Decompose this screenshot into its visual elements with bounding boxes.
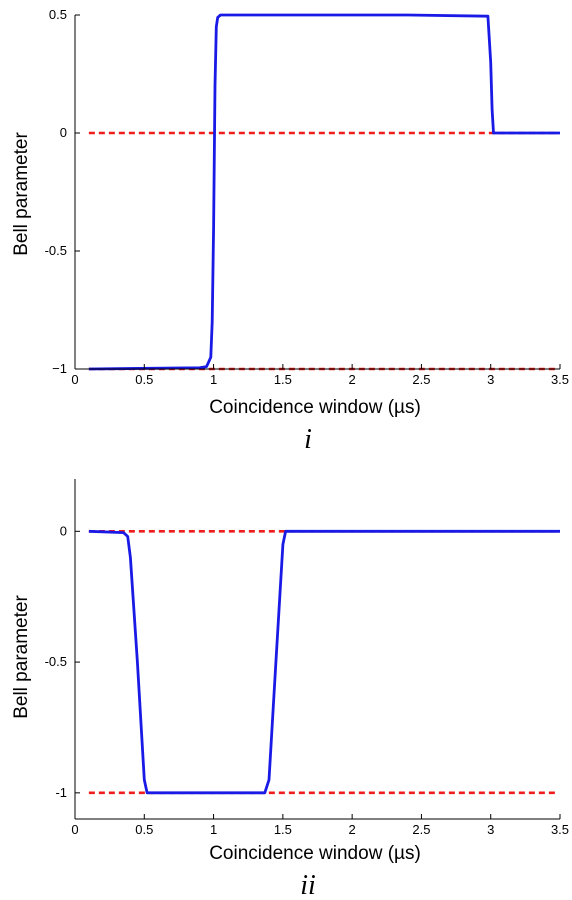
x-tick-label: 3.5	[551, 372, 569, 387]
y-tick-label: -1	[55, 785, 67, 800]
x-tick-label: 3.5	[551, 822, 569, 837]
x-tick-label: 0	[71, 822, 78, 837]
y-tick-label: 0.5	[49, 7, 67, 22]
x-axis-title: Coincidence window (µs)	[209, 843, 421, 864]
x-tick-label: 0.5	[135, 822, 153, 837]
x-tick-label: 1	[210, 822, 217, 837]
panel-label: i	[304, 424, 312, 455]
x-tick-label: 1.5	[274, 372, 292, 387]
x-tick-label: 3	[487, 822, 494, 837]
x-tick-label: 0	[71, 372, 78, 387]
x-tick-label: 2.5	[412, 372, 430, 387]
chart-panel-ii: 0 0.5 1 1.5 2 2.5 3 3.5 -1 -0.5 0 Bell parameter C…	[11, 479, 569, 900]
x-tick-label: 2	[349, 372, 356, 387]
x-tick-label: 2.5	[412, 822, 430, 837]
chart-panel-i: 0 0.5 1 1.5 2 2.5 3 3.5 −1 -0.5 0 0.5 Bell paramete…	[11, 7, 569, 455]
y-tick-label: −1	[52, 361, 67, 376]
series-line	[88, 13, 560, 371]
x-tick-label: 1.5	[274, 822, 292, 837]
y-tick-label: -0.5	[45, 243, 67, 258]
series-line	[88, 529, 560, 795]
x-tick-label: 2	[349, 822, 356, 837]
y-axis-title: Bell parameter	[11, 132, 32, 256]
y-tick-label: 0	[60, 125, 67, 140]
y-axis-title: Bell parameter	[11, 595, 32, 719]
x-tick-label: 3	[487, 372, 494, 387]
y-tick-label: -0.5	[45, 654, 67, 669]
x-tick-label: 0.5	[135, 372, 153, 387]
x-tick-label: 1	[210, 372, 217, 387]
x-axis-title: Coincidence window (µs)	[209, 397, 421, 418]
y-tick-label: 0	[60, 523, 67, 538]
panel-label: ii	[300, 870, 316, 900]
